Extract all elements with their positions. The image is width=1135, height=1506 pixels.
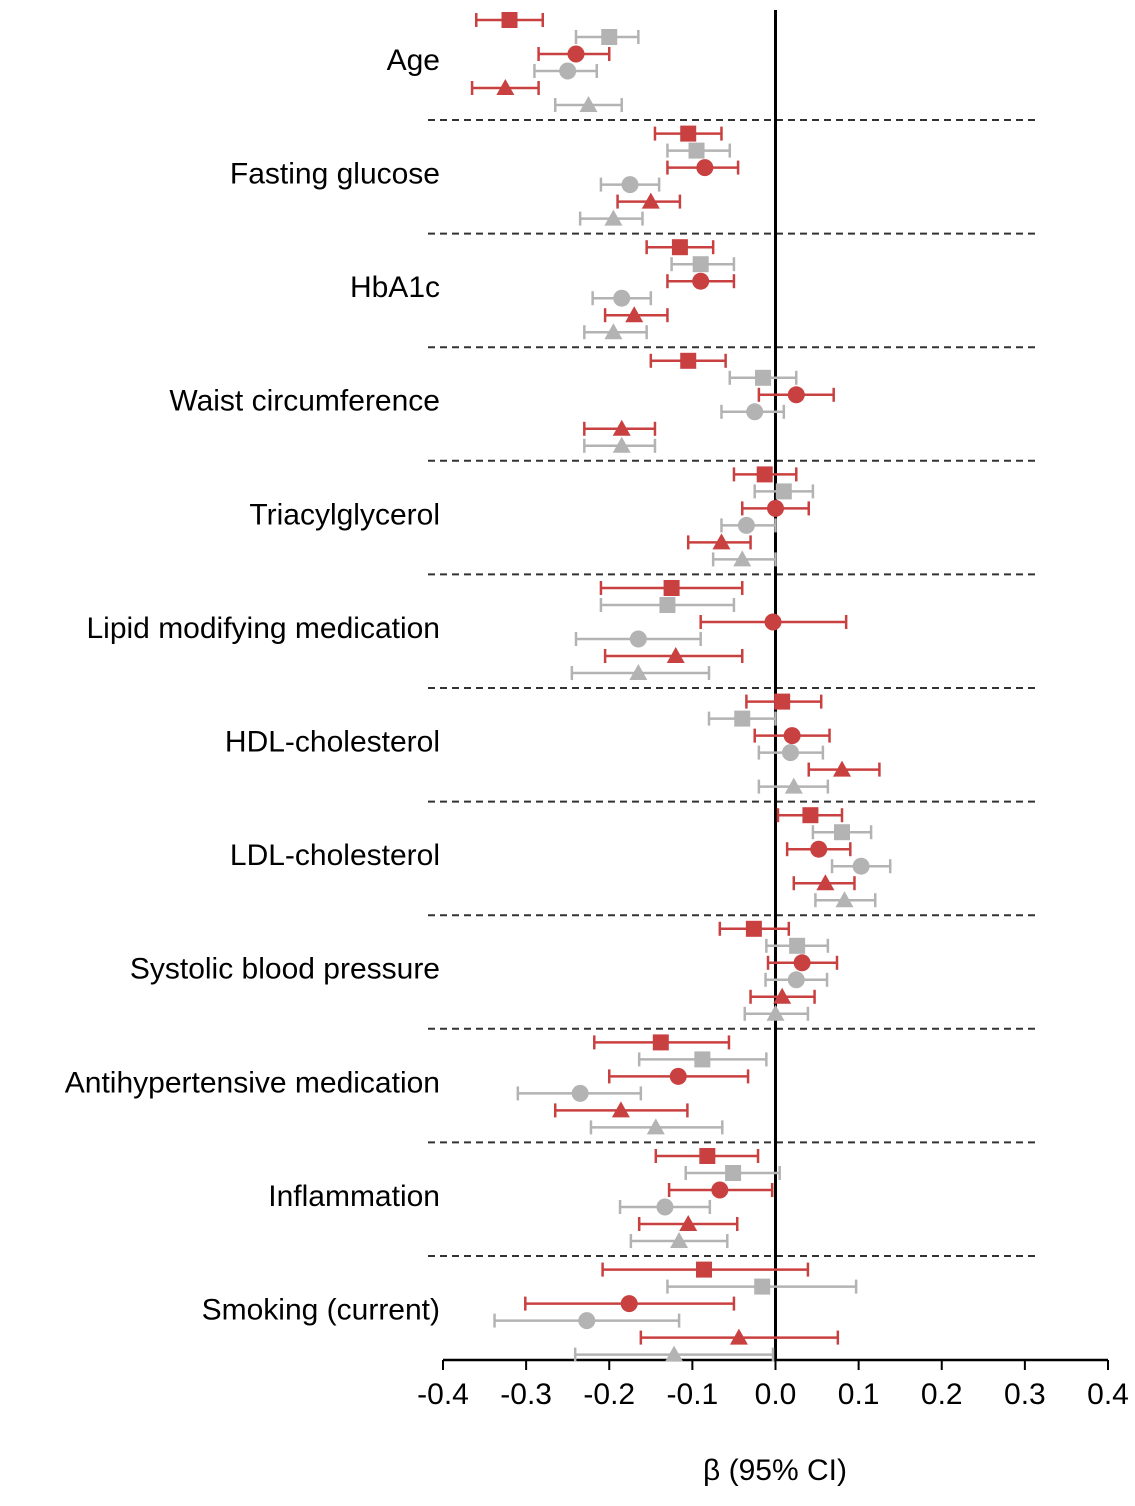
marker	[671, 239, 688, 256]
marker	[756, 466, 773, 483]
marker	[679, 1215, 698, 1231]
x-tick-label: -0.4	[417, 1378, 469, 1411]
category-label: Triacylglycerol	[249, 498, 440, 531]
x-tick-label: 0.0	[755, 1378, 797, 1411]
marker	[696, 159, 714, 177]
marker	[629, 664, 648, 680]
marker	[604, 323, 623, 340]
x-tick-label: 0.4	[1087, 1378, 1129, 1411]
marker	[694, 1051, 711, 1068]
x-tick-label: -0.2	[583, 1378, 635, 1411]
marker	[611, 1101, 630, 1118]
category-label: Age	[387, 44, 440, 77]
marker	[712, 533, 731, 550]
category-label: Fasting glucose	[230, 158, 440, 191]
marker	[601, 29, 618, 45]
marker	[612, 419, 631, 436]
marker	[737, 516, 755, 534]
marker	[604, 209, 623, 226]
marker	[787, 971, 805, 989]
marker	[729, 1328, 748, 1345]
x-tick-label: 0.2	[921, 1378, 963, 1411]
x-tick-label: -0.1	[667, 1378, 719, 1411]
marker	[571, 1084, 589, 1102]
marker	[612, 436, 631, 453]
marker	[579, 96, 598, 112]
marker	[766, 1004, 785, 1021]
marker	[852, 857, 870, 875]
marker	[745, 920, 762, 937]
marker	[810, 840, 828, 858]
marker	[559, 62, 577, 80]
marker	[833, 760, 851, 777]
marker	[692, 272, 710, 290]
category-label: Antihypertensive medication	[65, 1066, 440, 1099]
marker	[496, 79, 515, 95]
marker	[754, 1278, 771, 1295]
marker	[669, 1067, 687, 1085]
marker	[659, 597, 676, 613]
category-label: Inflammation	[268, 1180, 440, 1213]
marker	[663, 580, 680, 596]
category-label: Lipid modifying medication	[86, 612, 440, 645]
marker	[641, 192, 660, 209]
marker	[774, 693, 791, 710]
marker	[773, 987, 792, 1004]
marker	[725, 1165, 742, 1181]
marker	[789, 937, 806, 954]
x-tick-label: 0.1	[838, 1378, 880, 1411]
marker	[625, 306, 644, 323]
marker	[733, 550, 752, 567]
marker	[746, 403, 764, 421]
category-label: Waist circumference	[169, 385, 440, 418]
marker	[688, 142, 705, 159]
marker	[793, 954, 811, 972]
category-label: Systolic blood pressure	[130, 953, 440, 986]
marker	[802, 807, 819, 824]
marker	[680, 352, 697, 369]
marker	[666, 647, 685, 663]
marker	[670, 1232, 689, 1248]
marker	[835, 891, 854, 908]
marker	[711, 1181, 729, 1199]
marker	[696, 1261, 713, 1278]
marker	[784, 777, 803, 794]
category-label: LDL-cholesterol	[230, 839, 440, 872]
marker	[621, 176, 639, 194]
marker	[783, 727, 801, 745]
marker	[656, 1198, 674, 1216]
marker	[501, 12, 518, 28]
marker	[620, 1295, 638, 1313]
marker	[578, 1312, 596, 1330]
marker	[665, 1345, 684, 1362]
x-axis-label: β (95% CI)	[703, 1454, 847, 1487]
marker	[787, 386, 805, 404]
marker	[834, 824, 850, 841]
marker	[755, 369, 772, 386]
marker	[764, 613, 782, 631]
marker	[652, 1034, 669, 1051]
marker	[680, 125, 697, 142]
category-label: HbA1c	[350, 271, 440, 304]
x-tick-label: -0.3	[500, 1378, 552, 1411]
category-label: HDL-cholesterol	[225, 726, 440, 759]
marker	[781, 744, 799, 762]
x-tick-label: 0.3	[1004, 1378, 1046, 1411]
marker	[646, 1118, 665, 1135]
marker	[816, 874, 835, 891]
marker	[567, 45, 585, 63]
marker	[775, 483, 792, 500]
marker	[692, 256, 709, 273]
category-label: Smoking (current)	[202, 1294, 440, 1327]
marker	[629, 630, 647, 648]
marker	[734, 710, 751, 727]
marker	[613, 289, 631, 307]
marker	[767, 499, 784, 517]
marker	[699, 1148, 716, 1164]
